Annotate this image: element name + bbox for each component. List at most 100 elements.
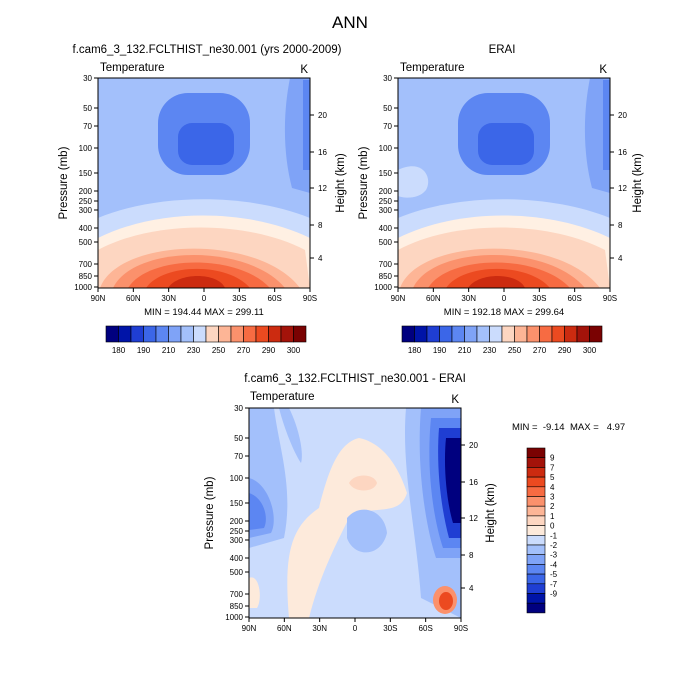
y-tick-label: 70 xyxy=(83,122,92,131)
panel-obs-variable: Temperature xyxy=(400,62,465,74)
colorbar-box xyxy=(576,325,590,343)
figure-title: ANN xyxy=(332,13,368,32)
x-tick-label: 90N xyxy=(91,294,106,303)
field-stratosphere-core xyxy=(478,123,534,165)
colorbar-label: 230 xyxy=(483,346,497,355)
colorbar-box xyxy=(118,325,132,343)
colorbar-box xyxy=(526,515,546,526)
field-negative-core xyxy=(249,493,266,530)
colorbar-label: 210 xyxy=(458,346,472,355)
y-tick-label: 850 xyxy=(79,272,93,281)
colorbar-label: 300 xyxy=(287,346,301,355)
field-band xyxy=(168,276,225,288)
colorbar-box xyxy=(526,457,546,468)
colorbar-box xyxy=(205,325,219,343)
field-polar-core xyxy=(303,80,310,170)
field-polar-core xyxy=(603,80,610,170)
colorbar-label: 250 xyxy=(212,346,226,355)
panel-obs-colorbar: 180 190 210 230 250 270 290 300 xyxy=(401,325,603,355)
colorbar-box xyxy=(526,602,546,614)
panel-model-title: f.cam6_3_132.FCLTHIST_ne30.001 (yrs 2000… xyxy=(73,44,342,56)
y-tick-label: 400 xyxy=(379,224,393,233)
x-tick-label: 60N xyxy=(126,294,141,303)
colorbar-label: 0 xyxy=(550,522,555,531)
colorbar-box xyxy=(143,325,157,343)
x-tick-label: 30N xyxy=(161,294,176,303)
colorbar-box xyxy=(168,325,182,343)
x-tick-label: 90S xyxy=(603,294,617,303)
y-tick-label: 500 xyxy=(230,568,244,577)
colorbar-label: 290 xyxy=(262,346,276,355)
colorbar-label: 180 xyxy=(112,346,126,355)
colorbar-label: 3 xyxy=(550,493,555,502)
field-positive-region xyxy=(287,438,407,618)
y-tick-label: 700 xyxy=(379,260,393,269)
colorbar-box xyxy=(401,325,415,343)
y-tick-right-label: 16 xyxy=(469,478,478,487)
x-tick-label: 30S xyxy=(383,624,397,633)
colorbar-box xyxy=(526,505,546,517)
x-tick-label: 90N xyxy=(391,294,406,303)
x-tick-label: 90N xyxy=(242,624,257,633)
colorbar-box xyxy=(526,573,546,585)
colorbar-box xyxy=(526,554,546,565)
colorbar-label: 210 xyxy=(162,346,176,355)
colorbar-label: 250 xyxy=(508,346,522,355)
y-tick-right-label: 8 xyxy=(318,221,323,230)
colorbar-label: 5 xyxy=(550,473,555,482)
y-tick-label: 250 xyxy=(379,197,393,206)
x-tick-label: 60S xyxy=(419,624,433,633)
y-tick-label: 500 xyxy=(379,238,393,247)
field-band xyxy=(468,276,525,288)
colorbar-box xyxy=(526,496,546,507)
y-tick-label: 100 xyxy=(379,144,393,153)
colorbar-box xyxy=(180,325,194,343)
y-tick-label: 850 xyxy=(379,272,393,281)
y-tick-label: 200 xyxy=(230,517,244,526)
x-tick-label: 30N xyxy=(461,294,476,303)
y-tick-label: 50 xyxy=(234,434,243,443)
panel-obs-ylabel-right: Height (km) xyxy=(632,153,644,213)
y-tick-label: 30 xyxy=(83,74,92,83)
y-tick-label: 50 xyxy=(383,104,392,113)
colorbar-box xyxy=(280,325,294,343)
panel-diff-stats-max: MAX = 4.97 xyxy=(570,422,625,433)
colorbar-box xyxy=(255,325,269,343)
y-tick-label: 1000 xyxy=(225,613,243,622)
y-tick-label: 300 xyxy=(79,206,93,215)
panel-diff-title: f.cam6_3_132.FCLTHIST_ne30.001 - ERAI xyxy=(244,373,466,385)
x-tick-label: 90S xyxy=(454,624,468,633)
y-tick-right-label: 12 xyxy=(469,514,478,523)
panel-diff-stats-min: MIN = -9.14 xyxy=(512,422,565,433)
colorbar-box xyxy=(105,325,119,343)
y-tick-label: 250 xyxy=(79,197,93,206)
y-tick-label: 250 xyxy=(230,527,244,536)
x-tick-label: 0 xyxy=(502,294,507,303)
y-tick-label: 100 xyxy=(230,474,244,483)
field-positive-core xyxy=(439,592,453,610)
colorbar-box xyxy=(464,325,478,343)
y-tick-right-label: 4 xyxy=(469,584,474,593)
colorbar-box xyxy=(526,447,546,458)
panel-model-variable: Temperature xyxy=(100,62,165,74)
colorbar-label: 290 xyxy=(558,346,572,355)
y-tick-label: 850 xyxy=(230,602,244,611)
y-tick-right-label: 12 xyxy=(318,184,327,193)
panel-diff-ylabel: Pressure (mb) xyxy=(204,476,216,549)
panel-diff-variable: Temperature xyxy=(250,391,315,403)
x-tick-label: 0 xyxy=(353,624,358,633)
y-tick-right-label: 20 xyxy=(318,111,327,120)
panel-obs-stats: MIN = 192.18 MAX = 299.64 xyxy=(444,307,564,318)
colorbar-label: 230 xyxy=(187,346,201,355)
panel-diff-field xyxy=(249,408,461,618)
colorbar-box xyxy=(526,467,546,478)
field-polar-warm xyxy=(398,166,429,198)
colorbar-label: -1 xyxy=(550,531,558,540)
colorbar-label: -5 xyxy=(550,570,558,579)
y-tick-label: 1000 xyxy=(374,283,392,292)
field-stratosphere-core xyxy=(178,123,234,165)
colorbar-box xyxy=(426,325,440,343)
colorbar-box xyxy=(551,325,565,343)
